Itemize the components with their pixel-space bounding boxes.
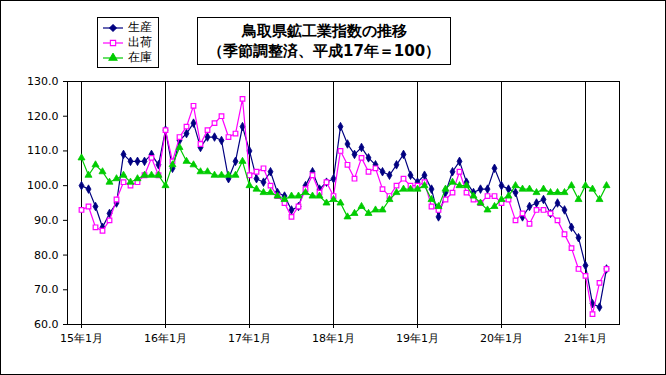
html-text:出荷: 出荷 bbox=[128, 35, 152, 49]
svg-text:18年1月: 18年1月 bbox=[312, 332, 355, 345]
svg-text:19年1月: 19年1月 bbox=[396, 332, 439, 345]
svg-text:100.0: 100.0 bbox=[27, 179, 59, 192]
svg-text:130.0: 130.0 bbox=[27, 75, 59, 88]
svg-text:120.0: 120.0 bbox=[27, 110, 59, 123]
svg-text:80.0: 80.0 bbox=[34, 249, 59, 262]
svg-text:70.0: 70.0 bbox=[34, 283, 59, 296]
svg-text:21年1月: 21年1月 bbox=[564, 332, 607, 345]
svg-text:110.0: 110.0 bbox=[27, 144, 59, 157]
svg-text:16年1月: 16年1月 bbox=[144, 332, 187, 345]
svg-text:15年1月: 15年1月 bbox=[60, 332, 103, 345]
svg-text:17年1月: 17年1月 bbox=[228, 332, 271, 345]
html-text:（季節調整済、平成17年＝100）: （季節調整済、平成17年＝100） bbox=[208, 42, 441, 60]
html-text:生産: 生産 bbox=[128, 20, 152, 34]
svg-text:20年1月: 20年1月 bbox=[480, 332, 523, 345]
svg-text:60.0: 60.0 bbox=[34, 318, 59, 331]
html-text:鳥取県鉱工業指数の推移: 鳥取県鉱工業指数の推移 bbox=[241, 22, 407, 40]
svg-text:90.0: 90.0 bbox=[34, 214, 59, 227]
html-text:在庫: 在庫 bbox=[128, 50, 152, 64]
